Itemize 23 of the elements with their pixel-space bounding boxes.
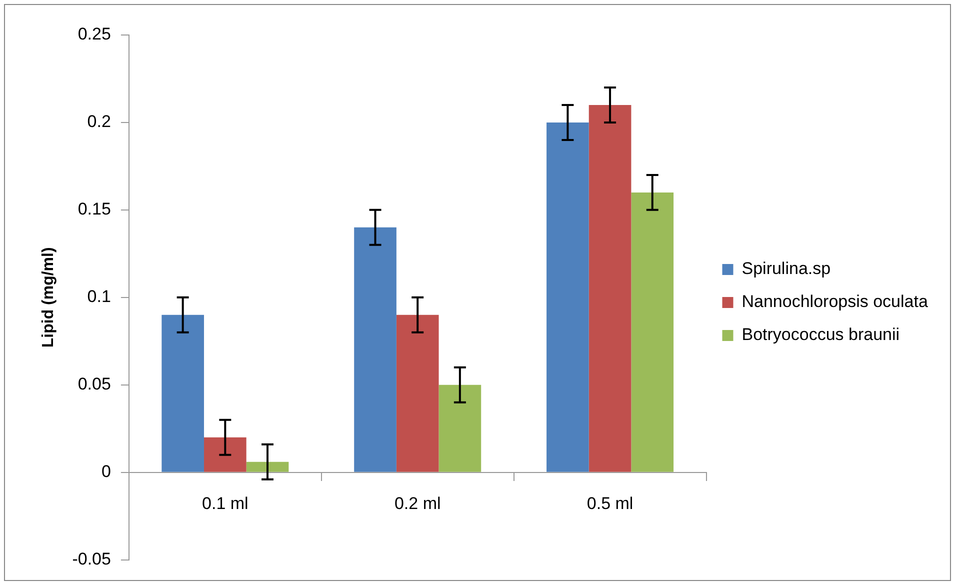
x-tick-label: 0.1 ml [202,494,248,514]
bar [546,122,589,472]
bar [588,104,632,472]
bar [354,227,396,472]
bar [246,462,289,472]
y-tick-label: -0.05 [72,549,111,568]
y-tick-label: 0.25 [78,24,111,44]
y-tick-label: 0.1 [87,287,111,306]
x-tick-label: 0.2 ml [394,494,441,514]
legend-label: Nannochloropsis oculata [742,292,928,312]
legend-label: Spirulina.sp [742,259,831,278]
bar [396,314,439,472]
bar [162,314,204,472]
bar [204,437,246,472]
y-axis-title: Lipid (mg/ml) [40,247,58,348]
y-tick-label: 0.2 [87,112,111,132]
bar [631,192,674,472]
legend-label: Botryococcus braunii [742,325,900,344]
y-tick-label: 0 [101,462,111,482]
x-tick-label: 0.5 ml [586,494,634,514]
y-tick-label: 0.15 [78,200,111,219]
y-tick-label: 0.05 [78,374,111,394]
bar [438,384,482,472]
